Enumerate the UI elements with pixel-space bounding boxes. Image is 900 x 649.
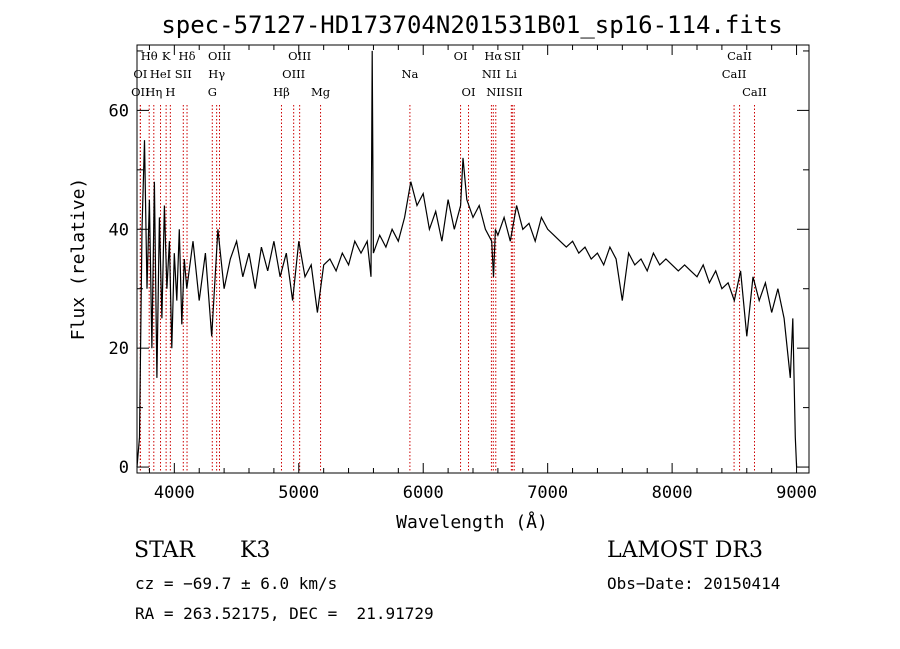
axes: 4000 5000 6000 7000 8000 9000 0 20 40 60	[109, 45, 817, 503]
x-tick-label: 6000	[403, 483, 444, 503]
emission-line-label: Hγ	[208, 67, 225, 81]
y-tick-label: 0	[119, 458, 129, 478]
emission-line-label: Hη	[145, 85, 162, 99]
emission-line-label: CaII	[727, 49, 752, 63]
y-axis-label: Flux (relative)	[68, 178, 89, 341]
emission-line-label: HeI	[150, 67, 171, 81]
emission-line-label: OIII	[208, 49, 231, 63]
emission-line-label: OI	[133, 67, 147, 81]
emission-line-label: G	[208, 85, 217, 99]
x-tick-label: 8000	[652, 483, 693, 503]
object-class: STAR	[134, 538, 195, 563]
observation-date: Obs−Date: 20150414	[607, 574, 781, 593]
emission-line-label: Li	[506, 67, 518, 81]
emission-line-label: SII	[175, 67, 192, 81]
emission-line-label: OI	[462, 85, 476, 99]
emission-line-label: CaII	[722, 67, 747, 81]
spectrum-series	[136, 50, 798, 468]
emission-line-label: OIII	[282, 67, 305, 81]
emission-line-label: OIII	[288, 49, 311, 63]
coordinates: RA = 263.52175, DEC = 21.91729	[135, 604, 434, 623]
emission-line-label: Hβ	[273, 85, 290, 99]
emission-line-label: Mg	[311, 85, 331, 99]
redshift-info: cz = −69.7 ± 6.0 km/s	[135, 574, 338, 593]
emission-line-label: OI	[454, 49, 468, 63]
emission-line-label: Hδ	[179, 49, 196, 63]
survey-name: LAMOST DR3	[607, 538, 763, 563]
object-subclass: K3	[240, 538, 271, 563]
spectrum-line	[136, 50, 798, 468]
emission-line-label: K	[162, 49, 171, 63]
x-tick-label: 5000	[278, 483, 319, 503]
y-tick-label: 40	[109, 220, 129, 240]
chart-title: spec-57127-HD173704N201531B01_sp16-114.f…	[161, 11, 782, 39]
y-tick-label: 60	[109, 101, 129, 121]
emission-line-label: OII	[131, 85, 150, 99]
emission-line-label: SII	[506, 85, 523, 99]
emission-line-label: SII	[504, 49, 521, 63]
y-tick-label: 20	[109, 339, 129, 359]
emission-line-label: Hα	[484, 49, 502, 63]
x-tick-label: 9000	[776, 483, 817, 503]
emission-line-label: CaII	[742, 85, 767, 99]
emission-line-label: Na	[401, 67, 418, 81]
plot-frame	[136, 44, 810, 474]
emission-line-label: NII	[482, 67, 501, 81]
emission-line-label: NII	[486, 85, 505, 99]
emission-line-label: Hθ	[141, 49, 158, 63]
emission-line-label: H	[165, 85, 175, 99]
x-tick-label: 4000	[154, 483, 195, 503]
x-tick-label: 7000	[527, 483, 568, 503]
x-axis-label: Wavelength (Å)	[396, 511, 548, 533]
